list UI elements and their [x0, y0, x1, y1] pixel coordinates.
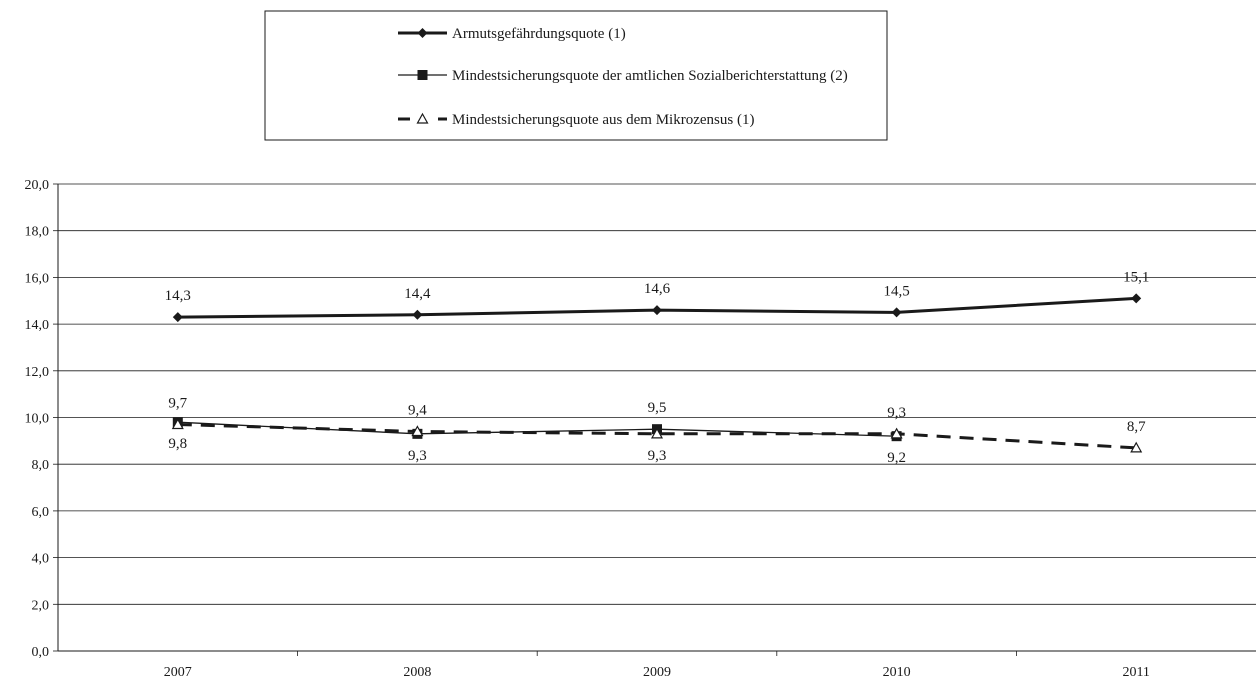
data-label: 9,3	[408, 448, 427, 464]
data-label: 9,3	[887, 405, 906, 421]
legend-label-mindest-mikrozensus: Mindestsicherungsquote aus dem Mikrozens…	[452, 112, 754, 128]
data-label: 9,7	[168, 396, 187, 412]
data-label: 9,3	[648, 448, 667, 464]
data-label: 9,8	[168, 436, 187, 452]
data-label: 15,1	[1123, 269, 1149, 285]
legend-box	[264, 10, 888, 141]
marker-triangle	[411, 425, 424, 437]
marker-triangle	[650, 427, 664, 439]
data-label: 9,5	[648, 400, 667, 416]
legend-label-armut: Armutsgefährdungsquote (1)	[452, 26, 626, 42]
y-tick-label: 10,0	[25, 412, 50, 427]
x-tick-label: 2007	[164, 665, 192, 680]
legend-entry-mindest-mikrozensus: Mindestsicherungsquote aus dem Mikrozens…	[398, 112, 754, 128]
series	[171, 293, 1143, 453]
x-tick-label: 2011	[1122, 665, 1149, 680]
data-label: 14,6	[644, 281, 671, 297]
legend: Armutsgefährdungsquote (1) Mindestsicher…	[264, 10, 888, 141]
legend-marker-diamond	[417, 28, 428, 38]
y-tick-label: 14,0	[25, 318, 50, 333]
data-label: 14,3	[165, 288, 191, 304]
data-labels: 14,3 14,4 14,6 14,5 15,1 9,8 9,3 9,5 9,2 9,7 9,4 9,…	[165, 269, 1150, 466]
y-tick-label: 20,0	[25, 178, 50, 193]
y-tick-label: 16,0	[25, 271, 50, 286]
y-tick-label: 2,0	[32, 598, 50, 613]
axes: 0,0 2,0 4,0 6,0 8,0 10,0 12,0 14,0 16,0 18,0 20,0 2…	[25, 178, 1256, 680]
y-tick-label: 12,0	[25, 365, 50, 380]
y-tick-label: 0,0	[32, 645, 50, 660]
data-label: 9,2	[887, 450, 906, 466]
gridlines	[58, 183, 1256, 605]
marker-diamond	[412, 309, 423, 320]
y-tick-label: 4,0	[32, 552, 50, 567]
y-tick-label: 8,0	[32, 458, 50, 473]
marker-triangle	[171, 418, 184, 430]
marker-triangle	[890, 427, 903, 439]
marker-triangle	[1130, 441, 1143, 453]
legend-entry-mindest-amtlich: Mindestsicherungsquote der amtlichen Soz…	[398, 68, 848, 84]
x-tick-label: 2008	[403, 665, 431, 680]
legend-marker-square	[417, 70, 428, 80]
marker-diamond	[891, 307, 902, 318]
data-label: 8,7	[1127, 419, 1146, 435]
marker-diamond	[1131, 293, 1142, 304]
y-tick-label: 18,0	[25, 225, 50, 240]
y-tick-label: 6,0	[32, 505, 50, 520]
legend-entry-armut: Armutsgefährdungsquote (1)	[398, 26, 626, 42]
data-label: 9,4	[408, 403, 427, 419]
data-label: 14,4	[404, 286, 431, 302]
marker-diamond	[172, 312, 183, 323]
legend-label-mindest-amtlich: Mindestsicherungsquote der amtlichen Soz…	[452, 68, 848, 84]
legend-marker-triangle	[416, 112, 429, 124]
data-label: 14,5	[883, 283, 909, 299]
x-tick-label: 2010	[883, 665, 911, 680]
marker-diamond	[652, 305, 662, 316]
x-tick-label: 2009	[643, 665, 671, 680]
